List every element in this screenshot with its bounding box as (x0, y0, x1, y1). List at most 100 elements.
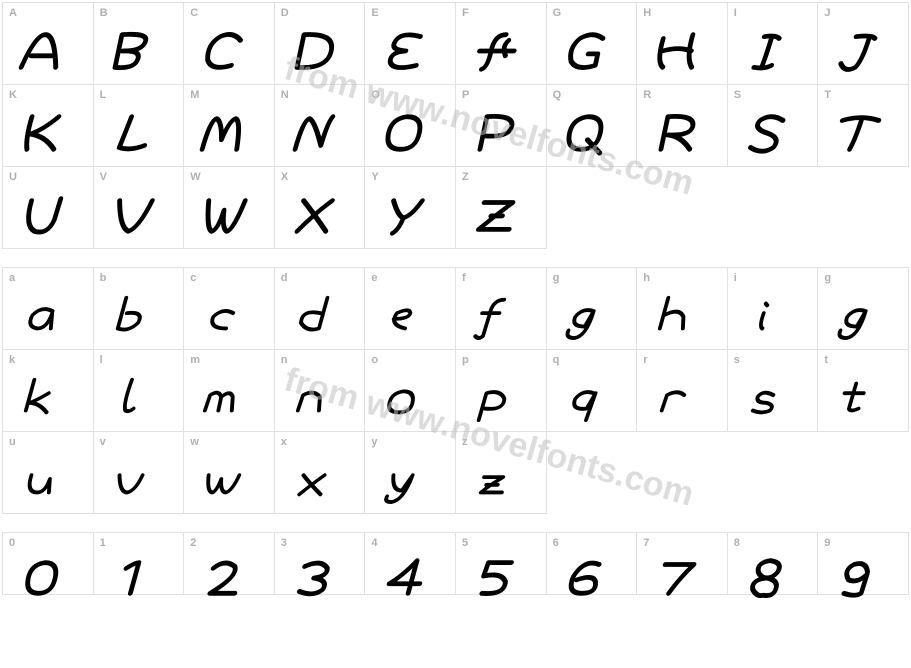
glyph-cell: 6 (547, 533, 638, 595)
cell-glyph (456, 23, 546, 84)
cell-label: 2 (184, 533, 274, 553)
cell-label: e (365, 268, 455, 288)
glyph-cell: o (365, 350, 456, 432)
glyph-cell: V (94, 167, 185, 249)
cell-glyph (547, 553, 637, 607)
cell-label: g (818, 268, 908, 288)
glyph-cell: y (365, 432, 456, 514)
cell-label: s (728, 350, 818, 370)
cell-label: W (184, 167, 274, 187)
glyph-cell: g (818, 268, 909, 350)
glyph-cell: A (3, 3, 94, 85)
cell-glyph (637, 288, 727, 349)
cell-label: Y (365, 167, 455, 187)
glyph-cell: 2 (184, 533, 275, 595)
glyph-cell: E (365, 3, 456, 85)
cell-glyph (184, 288, 274, 349)
glyph-cell: N (275, 85, 366, 167)
glyph-cell: f (456, 268, 547, 350)
cell-glyph (637, 23, 727, 84)
glyph-cell: J (818, 3, 909, 85)
cell-glyph (365, 452, 455, 513)
cell-glyph (365, 370, 455, 431)
cell-label: S (728, 85, 818, 105)
cell-label: y (365, 432, 455, 452)
uppercase-grid: A B C D E F G H I J (2, 2, 909, 249)
cell-label: Z (456, 167, 546, 187)
cell-glyph (456, 288, 546, 349)
glyph-cell: l (94, 350, 185, 432)
glyph-cell: S (728, 85, 819, 167)
cell-label: I (728, 3, 818, 23)
cell-label: k (3, 350, 93, 370)
glyph-cell: M (184, 85, 275, 167)
glyph-cell: t (818, 350, 909, 432)
cell-label: H (637, 3, 727, 23)
glyph-cell: v (94, 432, 185, 514)
glyph-cell: U (3, 167, 94, 249)
glyph-cell: T (818, 85, 909, 167)
cell-label: n (275, 350, 365, 370)
glyph-cell: G (547, 3, 638, 85)
cell-glyph (94, 105, 184, 166)
cell-glyph (818, 288, 908, 349)
glyph-cell: e (365, 268, 456, 350)
cell-label: N (275, 85, 365, 105)
glyph-cell: L (94, 85, 185, 167)
cell-label: f (456, 268, 546, 288)
cell-glyph (365, 553, 455, 607)
cell-label: V (94, 167, 184, 187)
cell-label: T (818, 85, 908, 105)
glyph-cell: a (3, 268, 94, 350)
cell-glyph (275, 370, 365, 431)
glyph-cell: s (728, 350, 819, 432)
cell-glyph (184, 23, 274, 84)
cell-glyph (275, 553, 365, 607)
glyph-cell: 5 (456, 533, 547, 595)
font-character-map: from www.novelfonts.com from www.novelfo… (2, 2, 909, 595)
glyph-cell: r (637, 350, 728, 432)
cell-label: g (547, 268, 637, 288)
cell-glyph (637, 105, 727, 166)
glyph-cell: w (184, 432, 275, 514)
glyph-cell: g (547, 268, 638, 350)
cell-glyph (637, 553, 727, 607)
cell-glyph (728, 553, 818, 607)
cell-glyph (275, 23, 365, 84)
glyph-cell: C (184, 3, 275, 85)
glyph-cell: Q (547, 85, 638, 167)
cell-label: F (456, 3, 546, 23)
cell-glyph (184, 105, 274, 166)
cell-label: A (3, 3, 93, 23)
cell-glyph (365, 23, 455, 84)
glyph-cell: X (275, 167, 366, 249)
cell-label: b (94, 268, 184, 288)
cell-label: u (3, 432, 93, 452)
glyph-cell: H (637, 3, 728, 85)
cell-label: B (94, 3, 184, 23)
cell-label: d (275, 268, 365, 288)
cell-glyph (456, 370, 546, 431)
glyph-cell: 8 (728, 533, 819, 595)
glyph-cell: W (184, 167, 275, 249)
glyph-cell: z (456, 432, 547, 514)
cell-glyph (184, 187, 274, 248)
glyph-cell: 3 (275, 533, 366, 595)
cell-label: K (3, 85, 93, 105)
cell-glyph (728, 370, 818, 431)
cell-label: 5 (456, 533, 546, 553)
cell-glyph (3, 370, 93, 431)
glyph-cell: 9 (818, 533, 909, 595)
cell-label: l (94, 350, 184, 370)
cell-glyph (728, 105, 818, 166)
cell-label: c (184, 268, 274, 288)
cell-glyph (365, 187, 455, 248)
cell-glyph (3, 105, 93, 166)
glyph-cell: q (547, 350, 638, 432)
glyph-cell: n (275, 350, 366, 432)
cell-glyph (456, 105, 546, 166)
cell-glyph (547, 105, 637, 166)
glyph-cell: b (94, 268, 185, 350)
cell-label: i (728, 268, 818, 288)
cell-glyph (3, 553, 93, 607)
